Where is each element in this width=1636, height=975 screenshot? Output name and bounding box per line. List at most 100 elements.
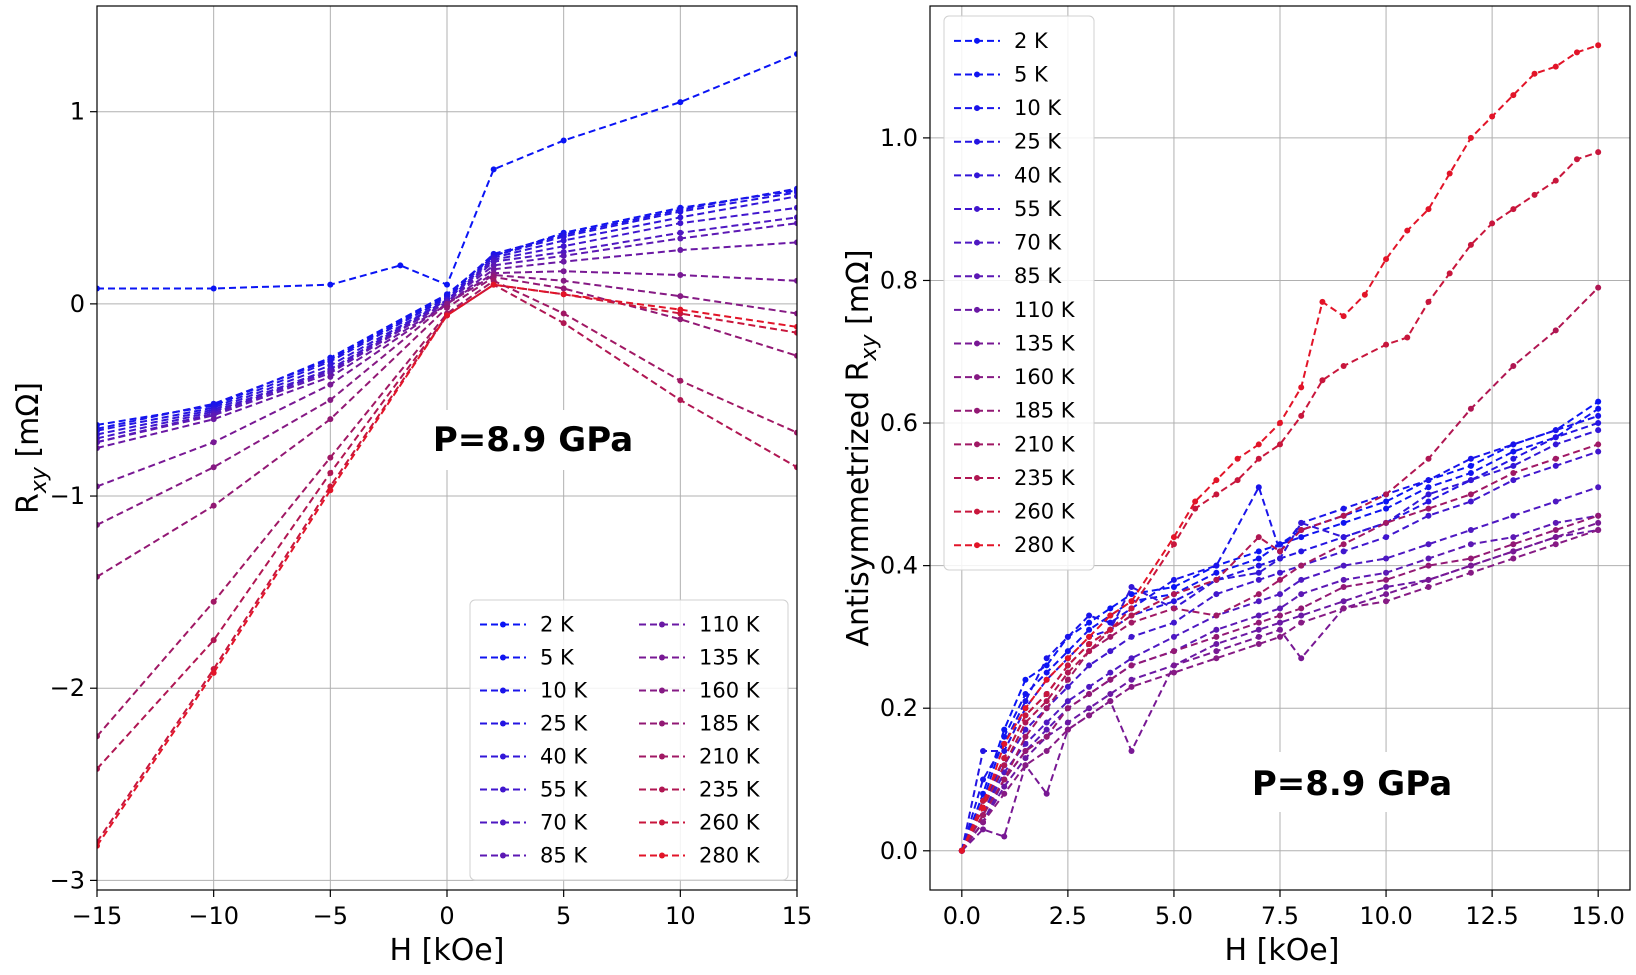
right-data-point <box>1425 491 1432 498</box>
right-data-point <box>1255 626 1262 633</box>
right-data-point <box>1595 398 1602 405</box>
right-data-point <box>1170 541 1177 548</box>
right-data-point <box>1255 598 1262 605</box>
right-data-point <box>1552 519 1559 526</box>
right-legend: 2 K 5 K 10 K 25 K 40 K 55 K 70 K 85 K 110 K 135 K… <box>943 15 1095 571</box>
right-legend-label: 25 K <box>1014 130 1062 154</box>
left-legend-box <box>469 599 789 881</box>
right-data-point <box>1425 484 1432 491</box>
right-data-point <box>1022 726 1029 733</box>
right-data-point <box>1595 405 1602 412</box>
left-series-line <box>97 279 797 737</box>
right-data-point <box>1107 605 1114 612</box>
right-data-point <box>1255 619 1262 626</box>
right-data-point <box>1467 455 1474 462</box>
right-data-point <box>1510 448 1517 455</box>
right-data-point <box>1107 698 1114 705</box>
right-data-point <box>1298 612 1305 619</box>
right-data-point <box>1277 612 1283 619</box>
right-data-point <box>1064 662 1071 669</box>
left-data-point <box>677 208 684 215</box>
left-data-point <box>560 285 567 292</box>
right-data-point <box>1086 705 1093 712</box>
right-legend-label: 5 K <box>1014 62 1049 86</box>
right-data-point <box>1255 641 1262 648</box>
right-data-point <box>1404 227 1411 234</box>
right-data-point <box>1552 498 1559 505</box>
right-legend-label: 85 K <box>1014 264 1062 288</box>
left-series-clipped <box>97 51 797 849</box>
right-data-point <box>1170 584 1177 591</box>
right-legend-marker <box>974 407 980 414</box>
right-data-point <box>1446 170 1453 177</box>
left-legend-marker <box>659 753 665 760</box>
left-x-axis-label: H [kOe] <box>390 933 505 968</box>
right-data-point <box>1595 441 1602 448</box>
right-data-point <box>1022 705 1029 712</box>
right-data-point <box>1022 747 1029 754</box>
left-series-line <box>97 275 797 578</box>
right-data-point <box>1170 648 1177 655</box>
right-annotation: P=8.9 GPa <box>1252 764 1452 804</box>
left-data-point <box>210 464 217 471</box>
right-legend-marker <box>974 239 980 246</box>
right-legend-label: 160 K <box>1014 365 1076 389</box>
left-data-point <box>560 291 567 298</box>
left-legend-marker <box>500 819 506 826</box>
right-data-point <box>1128 747 1135 754</box>
right-data-point <box>1298 526 1305 533</box>
right-legend-marker <box>974 37 980 44</box>
right-data-point <box>1022 676 1029 683</box>
left-data-point <box>677 247 684 254</box>
right-data-point <box>1192 505 1199 512</box>
left-data-point <box>677 99 684 106</box>
right-data-point <box>1298 591 1305 598</box>
right-data-point <box>1595 484 1602 491</box>
left-legend-label: 135 K <box>699 646 761 670</box>
left-series-group <box>97 51 797 849</box>
right-data-point <box>1383 555 1390 562</box>
right-data-point <box>1128 633 1135 640</box>
right-chart-panel: 0.0 2.5 5.0 7.5 10.0 12.5 15.0 0.0 0.2 0.4 0.6 0.8 1… <box>841 5 1631 968</box>
right-data-point <box>1425 555 1432 562</box>
right-data-point <box>1255 548 1262 555</box>
left-data-point <box>794 193 797 200</box>
right-data-point <box>1552 541 1559 548</box>
right-data-point <box>1467 134 1474 141</box>
right-data-point <box>1043 662 1050 669</box>
right-data-point <box>1552 534 1559 541</box>
left-data-point <box>677 316 684 323</box>
right-data-point <box>980 805 987 812</box>
right-data-point <box>1277 576 1283 583</box>
left-data-point <box>677 220 684 227</box>
right-data-point <box>1213 576 1220 583</box>
right-y-tick-label: 0.8 <box>880 266 918 294</box>
right-data-point <box>1128 655 1135 662</box>
right-data-point <box>1192 498 1199 505</box>
right-data-point <box>1022 762 1029 769</box>
right-data-point <box>1022 740 1029 747</box>
right-data-point <box>1319 298 1326 305</box>
right-data-point <box>1064 705 1071 712</box>
left-legend-marker <box>500 687 506 694</box>
right-data-point <box>1128 598 1135 605</box>
right-legend-marker <box>974 340 980 347</box>
right-data-point <box>1001 726 1008 733</box>
right-legend-marker <box>974 71 980 78</box>
left-data-point <box>97 445 100 451</box>
left-data-point <box>490 281 497 288</box>
right-data-point <box>1552 63 1559 70</box>
left-legend-marker <box>500 720 506 727</box>
right-series-clipped <box>958 42 1602 854</box>
left-data-point <box>210 416 217 423</box>
right-data-point <box>1255 591 1262 598</box>
right-legend-label: 70 K <box>1014 231 1062 255</box>
right-legend-label: 40 K <box>1014 163 1062 187</box>
right-data-point <box>1064 655 1071 662</box>
right-data-point <box>1043 790 1050 797</box>
left-data-point <box>560 237 567 244</box>
left-data-point <box>444 281 450 288</box>
left-data-point <box>560 277 567 284</box>
left-data-point <box>97 483 100 490</box>
